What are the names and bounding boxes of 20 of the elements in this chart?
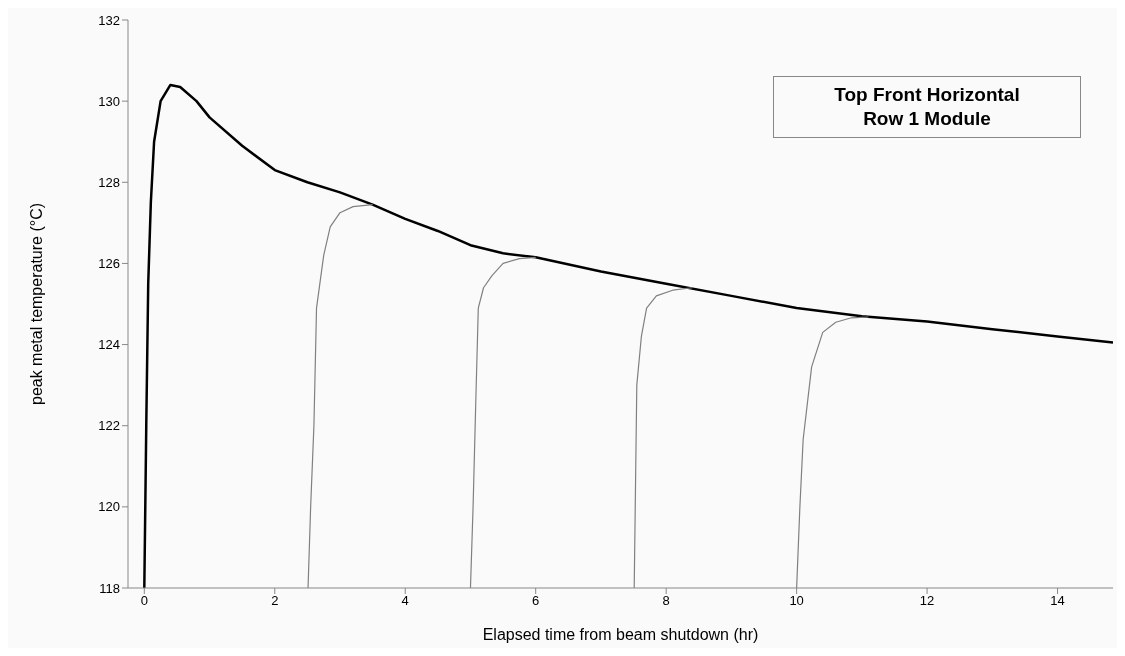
x-tick-label: 2 <box>271 593 279 609</box>
y-tick-label: 126 <box>98 256 120 272</box>
y-tick-label: 118 <box>99 580 120 596</box>
x-tick-label: 10 <box>789 593 804 609</box>
x-tick-label: 8 <box>662 593 670 609</box>
y-axis-title: peak metal temperature (°C) <box>27 202 45 406</box>
x-tick-label: 4 <box>401 593 409 609</box>
y-tick-label: 124 <box>98 337 120 353</box>
y-tick-label: 120 <box>98 499 120 515</box>
x-tick-label: 14 <box>1050 593 1065 609</box>
line-series <box>143 83 1113 588</box>
y-tick-label: 130 <box>98 93 120 109</box>
x-tick-label: 6 <box>532 593 540 609</box>
x-tick-label: 12 <box>919 593 935 609</box>
note-box: Top Front Horizontal Row 1 Module <box>773 76 1081 138</box>
y-tick-label: 122 <box>98 418 120 434</box>
y-tick-label: 128 <box>98 174 120 190</box>
y-tick-label: 132 <box>98 12 120 28</box>
x-axis-title: Elapsed time from beam shutdown (hr) <box>482 626 759 643</box>
x-tick-label: 0 <box>140 593 148 609</box>
